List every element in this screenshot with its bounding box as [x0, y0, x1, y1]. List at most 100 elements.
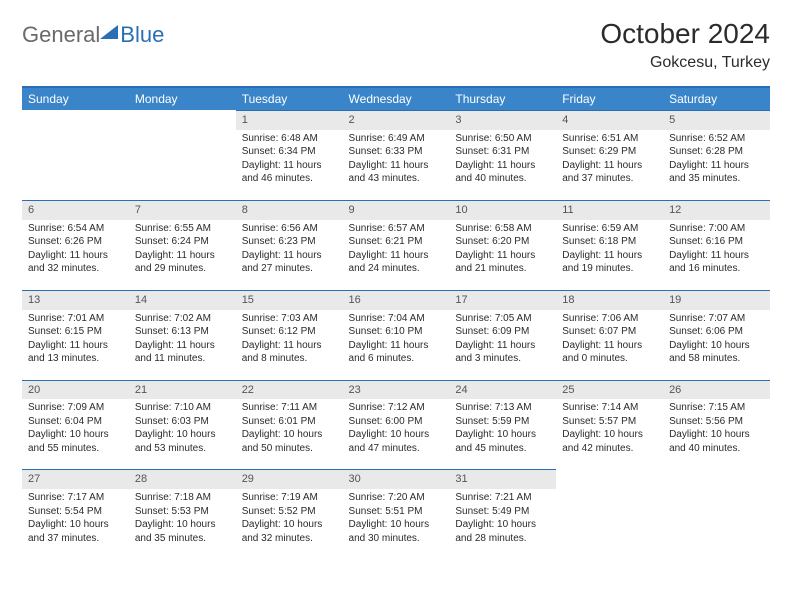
day-data: Sunrise: 6:52 AMSunset: 6:28 PMDaylight:… [663, 130, 770, 194]
page-title: October 2024 [600, 18, 770, 50]
weekday-header: Monday [129, 87, 236, 110]
sunset-line: Sunset: 6:31 PM [455, 145, 550, 159]
logo-text-general: General [22, 22, 100, 48]
daylight-line: Daylight: 10 hours and 45 minutes. [455, 428, 550, 455]
sunrise-line: Sunrise: 7:04 AM [349, 312, 444, 326]
sunset-line: Sunset: 6:00 PM [349, 415, 444, 429]
sunrise-line: Sunrise: 6:58 AM [455, 222, 550, 236]
calendar-day-cell: 20Sunrise: 7:09 AMSunset: 6:04 PMDayligh… [22, 380, 129, 464]
day-number: 3 [449, 110, 556, 130]
sunrise-line: Sunrise: 7:00 AM [669, 222, 764, 236]
sunrise-line: Sunrise: 7:11 AM [242, 401, 337, 415]
sunrise-line: Sunrise: 7:05 AM [455, 312, 550, 326]
daylight-line: Daylight: 11 hours and 11 minutes. [135, 339, 230, 366]
calendar-day-cell: 28Sunrise: 7:18 AMSunset: 5:53 PMDayligh… [129, 469, 236, 553]
day-number: 7 [129, 200, 236, 220]
day-data: Sunrise: 6:48 AMSunset: 6:34 PMDaylight:… [236, 130, 343, 194]
sunrise-line: Sunrise: 7:13 AM [455, 401, 550, 415]
calendar-day-cell: 13Sunrise: 7:01 AMSunset: 6:15 PMDayligh… [22, 290, 129, 374]
day-number: 19 [663, 290, 770, 310]
sunset-line: Sunset: 6:24 PM [135, 235, 230, 249]
daylight-line: Daylight: 11 hours and 24 minutes. [349, 249, 444, 276]
sunset-line: Sunset: 6:06 PM [669, 325, 764, 339]
day-number: 14 [129, 290, 236, 310]
day-data: Sunrise: 7:21 AMSunset: 5:49 PMDaylight:… [449, 489, 556, 553]
calendar-week-row: 6Sunrise: 6:54 AMSunset: 6:26 PMDaylight… [22, 200, 770, 284]
sunset-line: Sunset: 6:03 PM [135, 415, 230, 429]
header: General Blue October 2024 Gokcesu, Turke… [22, 18, 770, 72]
calendar-week-row: 1Sunrise: 6:48 AMSunset: 6:34 PMDaylight… [22, 110, 770, 194]
sunrise-line: Sunrise: 7:17 AM [28, 491, 123, 505]
sunset-line: Sunset: 5:59 PM [455, 415, 550, 429]
day-data: Sunrise: 7:18 AMSunset: 5:53 PMDaylight:… [129, 489, 236, 553]
day-data: Sunrise: 6:51 AMSunset: 6:29 PMDaylight:… [556, 130, 663, 194]
daylight-line: Daylight: 10 hours and 55 minutes. [28, 428, 123, 455]
day-number: 26 [663, 380, 770, 400]
sunrise-line: Sunrise: 6:54 AM [28, 222, 123, 236]
day-number: 24 [449, 380, 556, 400]
day-number: 10 [449, 200, 556, 220]
calendar-day-cell: 24Sunrise: 7:13 AMSunset: 5:59 PMDayligh… [449, 380, 556, 464]
sail-icon [100, 25, 118, 39]
daylight-line: Daylight: 11 hours and 46 minutes. [242, 159, 337, 186]
sunset-line: Sunset: 6:33 PM [349, 145, 444, 159]
daylight-line: Daylight: 10 hours and 40 minutes. [669, 428, 764, 455]
daylight-line: Daylight: 11 hours and 37 minutes. [562, 159, 657, 186]
day-number: 18 [556, 290, 663, 310]
calendar-day-cell: 17Sunrise: 7:05 AMSunset: 6:09 PMDayligh… [449, 290, 556, 374]
calendar-day-cell: 5Sunrise: 6:52 AMSunset: 6:28 PMDaylight… [663, 110, 770, 194]
sunrise-line: Sunrise: 7:10 AM [135, 401, 230, 415]
calendar-day-cell: 30Sunrise: 7:20 AMSunset: 5:51 PMDayligh… [343, 469, 450, 553]
sunset-line: Sunset: 6:26 PM [28, 235, 123, 249]
day-data: Sunrise: 6:57 AMSunset: 6:21 PMDaylight:… [343, 220, 450, 284]
daylight-line: Daylight: 11 hours and 8 minutes. [242, 339, 337, 366]
sunset-line: Sunset: 6:29 PM [562, 145, 657, 159]
calendar-day-cell: 18Sunrise: 7:06 AMSunset: 6:07 PMDayligh… [556, 290, 663, 374]
calendar-week-row: 20Sunrise: 7:09 AMSunset: 6:04 PMDayligh… [22, 380, 770, 464]
sunset-line: Sunset: 5:56 PM [669, 415, 764, 429]
sunset-line: Sunset: 5:52 PM [242, 505, 337, 519]
day-number: 25 [556, 380, 663, 400]
sunrise-line: Sunrise: 6:52 AM [669, 132, 764, 146]
daylight-line: Daylight: 10 hours and 42 minutes. [562, 428, 657, 455]
sunset-line: Sunset: 5:53 PM [135, 505, 230, 519]
sunrise-line: Sunrise: 6:56 AM [242, 222, 337, 236]
weekday-header: Thursday [449, 87, 556, 110]
sunrise-line: Sunrise: 6:48 AM [242, 132, 337, 146]
title-block: October 2024 Gokcesu, Turkey [600, 18, 770, 72]
calendar-day-cell: 27Sunrise: 7:17 AMSunset: 5:54 PMDayligh… [22, 469, 129, 553]
day-data: Sunrise: 7:03 AMSunset: 6:12 PMDaylight:… [236, 310, 343, 374]
daylight-line: Daylight: 11 hours and 13 minutes. [28, 339, 123, 366]
sunrise-line: Sunrise: 6:51 AM [562, 132, 657, 146]
day-data: Sunrise: 6:58 AMSunset: 6:20 PMDaylight:… [449, 220, 556, 284]
day-number: 28 [129, 469, 236, 489]
calendar-day-cell [129, 110, 236, 194]
calendar-day-cell: 21Sunrise: 7:10 AMSunset: 6:03 PMDayligh… [129, 380, 236, 464]
day-data: Sunrise: 7:17 AMSunset: 5:54 PMDaylight:… [22, 489, 129, 553]
logo-text-blue: Blue [120, 22, 164, 48]
sunrise-line: Sunrise: 7:09 AM [28, 401, 123, 415]
day-data: Sunrise: 7:07 AMSunset: 6:06 PMDaylight:… [663, 310, 770, 374]
sunrise-line: Sunrise: 7:03 AM [242, 312, 337, 326]
day-data: Sunrise: 7:19 AMSunset: 5:52 PMDaylight:… [236, 489, 343, 553]
calendar-day-cell: 25Sunrise: 7:14 AMSunset: 5:57 PMDayligh… [556, 380, 663, 464]
calendar-day-cell: 19Sunrise: 7:07 AMSunset: 6:06 PMDayligh… [663, 290, 770, 374]
weekday-header-row: SundayMondayTuesdayWednesdayThursdayFrid… [22, 87, 770, 110]
day-number: 6 [22, 200, 129, 220]
daylight-line: Daylight: 11 hours and 35 minutes. [669, 159, 764, 186]
sunrise-line: Sunrise: 6:57 AM [349, 222, 444, 236]
day-number: 22 [236, 380, 343, 400]
sunset-line: Sunset: 6:09 PM [455, 325, 550, 339]
day-data: Sunrise: 6:50 AMSunset: 6:31 PMDaylight:… [449, 130, 556, 194]
sunset-line: Sunset: 6:04 PM [28, 415, 123, 429]
weekday-header: Wednesday [343, 87, 450, 110]
calendar-day-cell [556, 469, 663, 553]
calendar-day-cell: 10Sunrise: 6:58 AMSunset: 6:20 PMDayligh… [449, 200, 556, 284]
daylight-line: Daylight: 11 hours and 6 minutes. [349, 339, 444, 366]
sunset-line: Sunset: 6:23 PM [242, 235, 337, 249]
day-number: 17 [449, 290, 556, 310]
calendar-day-cell: 4Sunrise: 6:51 AMSunset: 6:29 PMDaylight… [556, 110, 663, 194]
daylight-line: Daylight: 11 hours and 21 minutes. [455, 249, 550, 276]
daylight-line: Daylight: 11 hours and 32 minutes. [28, 249, 123, 276]
weekday-header: Sunday [22, 87, 129, 110]
